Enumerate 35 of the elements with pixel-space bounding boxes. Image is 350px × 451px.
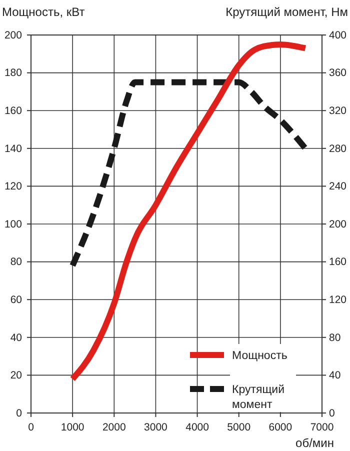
x-tick-label: 1000 bbox=[60, 421, 84, 434]
x-tick-label: 3000 bbox=[144, 421, 168, 434]
x-tick-label: 4000 bbox=[186, 421, 210, 434]
x-tick-label: 7000 bbox=[310, 421, 334, 434]
y2-tick-label: 80 bbox=[329, 332, 341, 344]
y-tick-label: 60 bbox=[10, 294, 22, 306]
y-tick-label: 40 bbox=[10, 332, 22, 344]
y-tick-label: 180 bbox=[4, 67, 22, 80]
legend-label: Крутящий момент bbox=[232, 384, 285, 411]
y-tick-label: 20 bbox=[10, 370, 22, 382]
legend-label: Мощность bbox=[232, 350, 288, 362]
y2-tick-label: 160 bbox=[329, 256, 347, 268]
y-tick-label: 140 bbox=[4, 142, 22, 155]
x-tick-label: 2000 bbox=[102, 421, 126, 434]
y2-tick-label: 400 bbox=[329, 29, 347, 42]
x-tick-label: 0 bbox=[28, 421, 34, 434]
y-tick-label: 100 bbox=[4, 218, 22, 230]
y2-tick-label: 360 bbox=[329, 67, 347, 80]
y2-axis-title: Крутящий момент, Нм bbox=[226, 5, 348, 19]
y-tick-label: 160 bbox=[4, 104, 22, 117]
y-tick-label: 120 bbox=[4, 180, 22, 193]
y-tick-label: 0 bbox=[16, 407, 22, 420]
y2-tick-label: 200 bbox=[329, 218, 347, 230]
y2-tick-label: 0 bbox=[329, 407, 335, 420]
x-tick-label: 6000 bbox=[268, 421, 292, 434]
y2-tick-label: 320 bbox=[329, 104, 347, 117]
x-axis-title: об/мин bbox=[296, 436, 334, 450]
y2-tick-label: 40 bbox=[329, 370, 341, 382]
y-axis-title: Мощность, кВт bbox=[2, 5, 86, 19]
y-tick-label: 200 bbox=[4, 29, 22, 42]
y-tick-label: 80 bbox=[10, 256, 22, 268]
y2-tick-label: 240 bbox=[329, 180, 347, 193]
y2-tick-label: 120 bbox=[329, 294, 347, 306]
y2-tick-label: 280 bbox=[329, 142, 347, 155]
x-tick-label: 5000 bbox=[227, 421, 251, 434]
